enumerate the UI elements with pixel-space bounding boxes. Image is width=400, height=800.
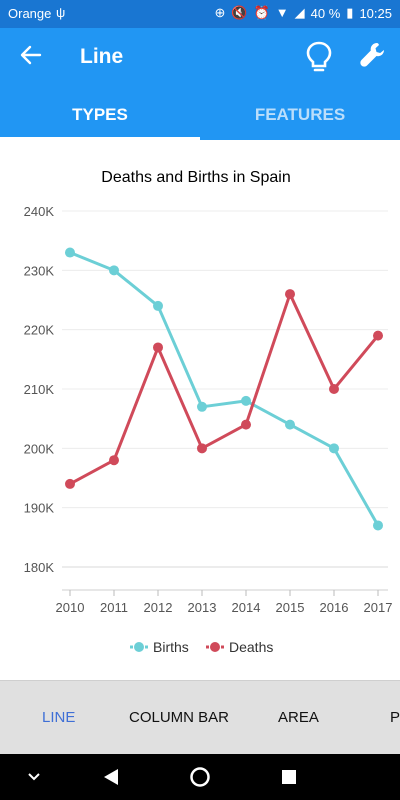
x-tick-label: 2016 xyxy=(320,600,349,615)
carrier-name: Orange xyxy=(8,6,52,21)
tab-features[interactable]: FEATURES xyxy=(254,105,346,124)
mute-icon: 🔇 xyxy=(231,5,248,20)
data-point-births xyxy=(329,443,339,454)
data-saver-icon: ⊕ xyxy=(214,5,226,20)
y-tick-label: 190K xyxy=(24,501,55,516)
bottom-tab-column-bar[interactable]: COLUMN BAR xyxy=(129,709,230,726)
data-point-births xyxy=(241,395,251,406)
data-point-births xyxy=(373,520,383,531)
data-point-deaths xyxy=(285,289,295,300)
legend-label: Births xyxy=(153,639,189,655)
series-line-deaths xyxy=(69,292,380,486)
bottom-tab-line[interactable]: LINE xyxy=(42,709,76,726)
bottom-tab-area[interactable]: AREA xyxy=(278,709,319,726)
data-point-deaths xyxy=(65,478,75,489)
clock: 10:25 xyxy=(359,5,392,21)
data-point-deaths xyxy=(153,342,163,353)
x-tick-label: 2012 xyxy=(144,600,173,615)
y-tick-label: 200K xyxy=(24,441,55,456)
x-tick-label: 2017 xyxy=(364,600,393,615)
data-point-births xyxy=(197,401,207,412)
data-point-deaths xyxy=(329,384,339,394)
tab-indicator xyxy=(0,137,200,140)
alarm-icon: ⏰ xyxy=(253,5,270,20)
bottom-tab-pie[interactable]: P xyxy=(390,709,400,726)
data-point-deaths xyxy=(241,419,251,430)
usb-icon: ψ xyxy=(56,5,66,20)
arrow-back-icon[interactable] xyxy=(18,42,46,70)
tab-types[interactable]: TYPES xyxy=(72,105,128,124)
chevron-down-icon[interactable] xyxy=(20,754,48,800)
y-tick-label: 220K xyxy=(24,323,55,338)
data-point-deaths xyxy=(197,443,207,454)
data-point-deaths xyxy=(373,330,383,341)
x-tick-label: 2011 xyxy=(100,600,128,615)
y-tick-label: 210K xyxy=(24,382,55,397)
data-point-births xyxy=(109,265,119,276)
x-tick-label: 2010 xyxy=(56,600,85,615)
legend-label: Deaths xyxy=(229,639,273,655)
page-title: Line xyxy=(80,45,124,68)
home-circle-icon[interactable] xyxy=(185,754,215,800)
x-tick-label: 2014 xyxy=(232,600,261,615)
legend-swatch-dot xyxy=(134,642,144,652)
signal-icon: ◢ xyxy=(294,5,305,20)
app-bar: Line xyxy=(0,28,400,88)
y-tick-label: 180K xyxy=(24,560,55,575)
lightbulb-icon[interactable] xyxy=(305,40,333,79)
navigation-bar xyxy=(0,754,400,800)
wrench-icon[interactable] xyxy=(358,40,388,77)
y-tick-label: 230K xyxy=(24,263,55,278)
line-chart: Deaths and Births in Spain 240K 230K 220K 2… xyxy=(24,169,393,655)
back-triangle-icon[interactable] xyxy=(96,754,126,800)
series-line-births xyxy=(69,251,380,527)
status-icons: ⊕ 🔇 ⏰ ▼ ◢ 40 % ▮ 10:25 xyxy=(215,5,393,21)
recents-square-icon[interactable] xyxy=(274,754,304,800)
chart-container: Deaths and Births in Spain 240K 230K 220K 2… xyxy=(0,140,400,680)
data-point-births xyxy=(153,300,163,311)
data-point-births xyxy=(65,247,75,258)
top-tabs: TYPES FEATURES xyxy=(0,88,400,140)
chart-title: Deaths and Births in Spain xyxy=(101,169,290,186)
y-tick-label: 240K xyxy=(24,204,55,219)
x-tick-label: 2013 xyxy=(188,600,217,615)
chart-type-tabs: LINE COLUMN BAR AREA P xyxy=(0,680,400,755)
data-point-deaths xyxy=(109,455,119,466)
battery-icon: ▮ xyxy=(346,5,354,20)
status-bar: Orange ψ ⊕ 🔇 ⏰ ▼ ◢ 40 % ▮ 10:25 xyxy=(0,0,400,28)
x-tick-label: 2015 xyxy=(276,600,305,615)
battery-percent: 40 % xyxy=(310,5,341,21)
wifi-icon: ▼ xyxy=(275,5,289,20)
data-point-births xyxy=(285,419,295,430)
legend-swatch-dot xyxy=(210,642,220,652)
